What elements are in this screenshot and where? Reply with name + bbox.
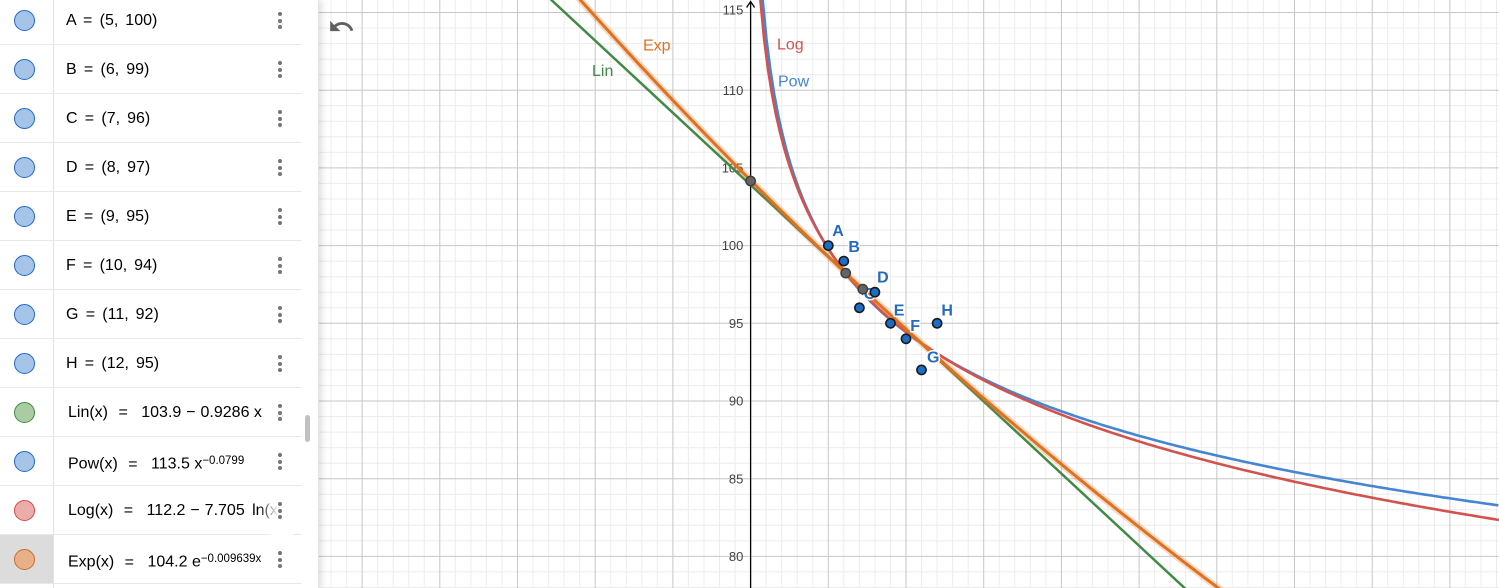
svg-text:Log: Log (777, 37, 804, 54)
svg-text:A: A (832, 223, 844, 240)
svg-text:115: 115 (723, 3, 744, 18)
svg-text:B: B (848, 239, 860, 256)
svg-text:G: G (927, 350, 939, 367)
svg-text:H: H (941, 303, 953, 320)
svg-text:80: 80 (729, 549, 743, 564)
svg-text:E: E (894, 303, 905, 320)
svg-text:95: 95 (729, 316, 743, 331)
svg-text:Exp: Exp (643, 38, 671, 55)
svg-text:F: F (910, 318, 920, 335)
svg-text:85: 85 (729, 471, 743, 486)
svg-text:110: 110 (723, 83, 744, 98)
svg-text:100: 100 (722, 238, 744, 253)
svg-text:D: D (877, 270, 889, 287)
svg-text:90: 90 (729, 394, 743, 409)
svg-text:Pow: Pow (778, 74, 810, 91)
svg-text:Lin: Lin (592, 63, 613, 80)
